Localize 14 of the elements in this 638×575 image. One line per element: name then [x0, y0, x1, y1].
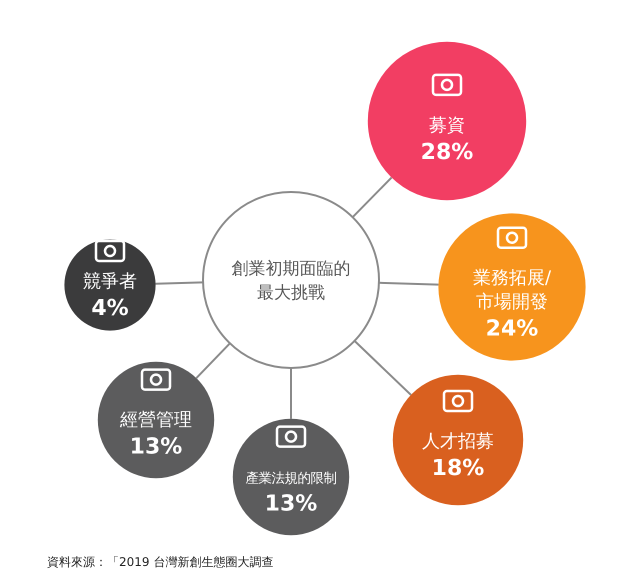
category-label: 募資	[429, 114, 465, 136]
annotation: 資料來源：「2019 台灣新創生態圈大調查	[47, 555, 274, 569]
data-label: 24%	[486, 316, 538, 342]
data-label: 28%	[420, 140, 474, 165]
category-label: 競爭者	[83, 271, 137, 292]
category-label: 經營管理	[119, 410, 192, 431]
category-label: 產業法規的限制	[246, 472, 336, 487]
category-label: 人才招募	[422, 431, 494, 452]
data-label: 13%	[130, 434, 182, 460]
data-label: 13%	[264, 492, 318, 517]
title: 創業初期面臨的最大挑戰	[232, 259, 350, 303]
category-label: 業務拓展/市場開發	[472, 268, 552, 313]
data-label: 18%	[432, 456, 484, 482]
data-label: 4%	[91, 296, 129, 321]
